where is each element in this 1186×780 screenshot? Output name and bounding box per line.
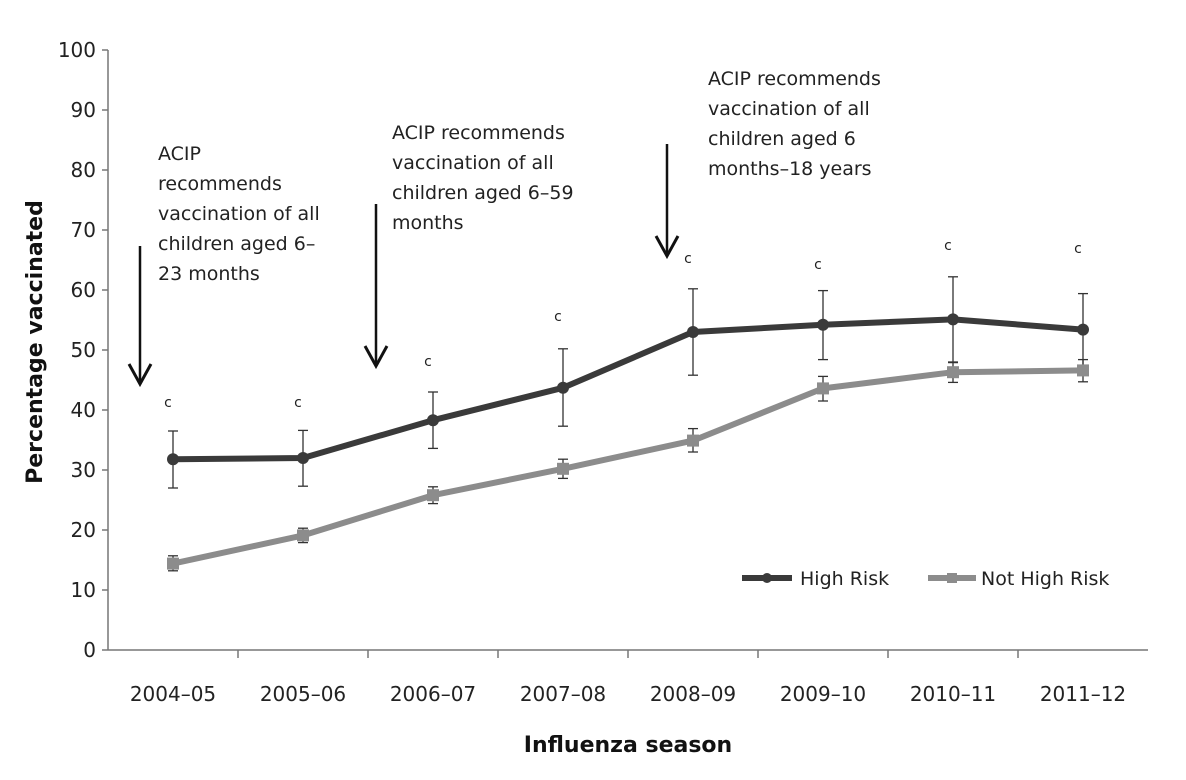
legend-marker-not-high-risk — [947, 573, 957, 583]
data-point — [817, 382, 829, 395]
y-tick-label: 70 — [71, 218, 96, 242]
annotation-line: children aged 6 — [708, 128, 856, 150]
chart-axes — [107, 50, 1148, 651]
legend-label-high-risk: High Risk — [800, 568, 889, 590]
annotation-3: ACIP recommends vaccination of all childre… — [654, 68, 881, 260]
significance-mark: c — [684, 251, 692, 267]
data-point — [427, 489, 439, 502]
annotation-arrow-head — [363, 345, 389, 370]
data-point — [167, 453, 179, 466]
data-point — [1077, 323, 1089, 336]
data-point — [687, 434, 699, 447]
annotation-line: vaccination of all — [158, 203, 320, 225]
annotation-line: months–18 years — [708, 158, 872, 180]
legend-item-not-high-risk: Not High Risk — [928, 568, 1109, 590]
significance-mark: c — [424, 354, 432, 370]
y-axis-title: Percentage vaccinated — [23, 200, 48, 484]
series-group — [167, 276, 1089, 572]
data-point — [687, 326, 699, 338]
annotation-line: ACIP — [158, 143, 201, 165]
y-tick-label: 90 — [71, 98, 96, 122]
significance-mark: c — [944, 238, 952, 254]
legend-item-high-risk: High Risk — [742, 568, 889, 590]
data-point — [1077, 364, 1089, 377]
y-tick-label: 0 — [83, 638, 96, 662]
x-tick-label: 2008–09 — [650, 682, 736, 706]
annotation-2: ACIP recommends vaccination of all childre… — [363, 122, 574, 370]
x-tick-label: 2005–06 — [260, 682, 346, 706]
data-point — [167, 557, 179, 570]
annotation-1: ACIP recommends vaccination of all children… — [127, 143, 320, 388]
y-tick-label: 10 — [71, 578, 96, 602]
annotation-line: ACIP recommends — [708, 68, 881, 90]
data-point — [947, 313, 959, 326]
series-2 — [167, 358, 1089, 572]
x-tick-label: 2006–07 — [390, 682, 476, 706]
annotation-arrow-head — [127, 363, 153, 388]
y-tick-label: 20 — [71, 518, 96, 542]
legend: High Risk Not High Risk — [742, 568, 1109, 590]
data-point — [947, 366, 959, 379]
y-tick-label: 40 — [71, 398, 96, 422]
significance-mark: c — [554, 309, 562, 325]
x-tick-label: 2011–12 — [1040, 682, 1126, 706]
annotation-line: recommends — [158, 173, 282, 195]
annotations: ACIP recommends vaccination of all children… — [127, 68, 881, 388]
annotation-line: children aged 6–59 — [392, 182, 574, 204]
x-tick-label: 2004–05 — [130, 682, 216, 706]
annotation-text: ACIP recommends vaccination of all children… — [158, 143, 320, 285]
data-point — [817, 318, 829, 331]
x-axis-title: Influenza season — [524, 733, 732, 758]
x-tick-label: 2009–10 — [780, 682, 866, 706]
y-tick-label: 60 — [71, 278, 96, 302]
annotation-arrow-head — [654, 235, 680, 260]
legend-label-not-high-risk: Not High Risk — [981, 568, 1109, 590]
y-tick-label: 80 — [71, 158, 96, 182]
y-tick-label: 30 — [71, 458, 96, 482]
significance-mark: c — [1074, 241, 1082, 257]
annotation-line: months — [392, 212, 464, 234]
annotation-line: children aged 6– — [158, 233, 315, 255]
significance-mark: c — [164, 395, 172, 411]
x-axis-ticks: 2004–05 2005–06 2006–07 2007–08 2008–09 2009–… — [130, 650, 1126, 706]
legend-marker-high-risk — [762, 573, 772, 583]
y-axis-ticks: 0 10 20 30 40 50 60 70 80 90 100 — [58, 38, 108, 662]
data-point — [557, 381, 569, 394]
significance-marks: c c c c c c c c — [164, 238, 1082, 411]
significance-mark: c — [294, 395, 302, 411]
significance-mark: c — [814, 257, 822, 273]
annotation-line: ACIP recommends — [392, 122, 565, 144]
annotation-text: ACIP recommends vaccination of all childre… — [392, 122, 574, 234]
x-tick-label: 2007–08 — [520, 682, 606, 706]
x-tick-label: 2010–11 — [910, 682, 996, 706]
series-line — [172, 367, 1084, 567]
data-point — [297, 452, 309, 464]
annotation-line: 23 months — [158, 263, 260, 285]
series-line — [172, 316, 1084, 463]
annotation-line: vaccination of all — [708, 98, 870, 120]
data-point — [297, 529, 309, 542]
series-1 — [167, 276, 1089, 489]
y-tick-label: 50 — [71, 338, 96, 362]
annotation-line: vaccination of all — [392, 152, 554, 174]
data-point — [427, 414, 439, 427]
y-tick-label: 100 — [58, 38, 96, 62]
annotation-text: ACIP recommends vaccination of all childre… — [708, 68, 881, 180]
data-point — [557, 462, 569, 475]
